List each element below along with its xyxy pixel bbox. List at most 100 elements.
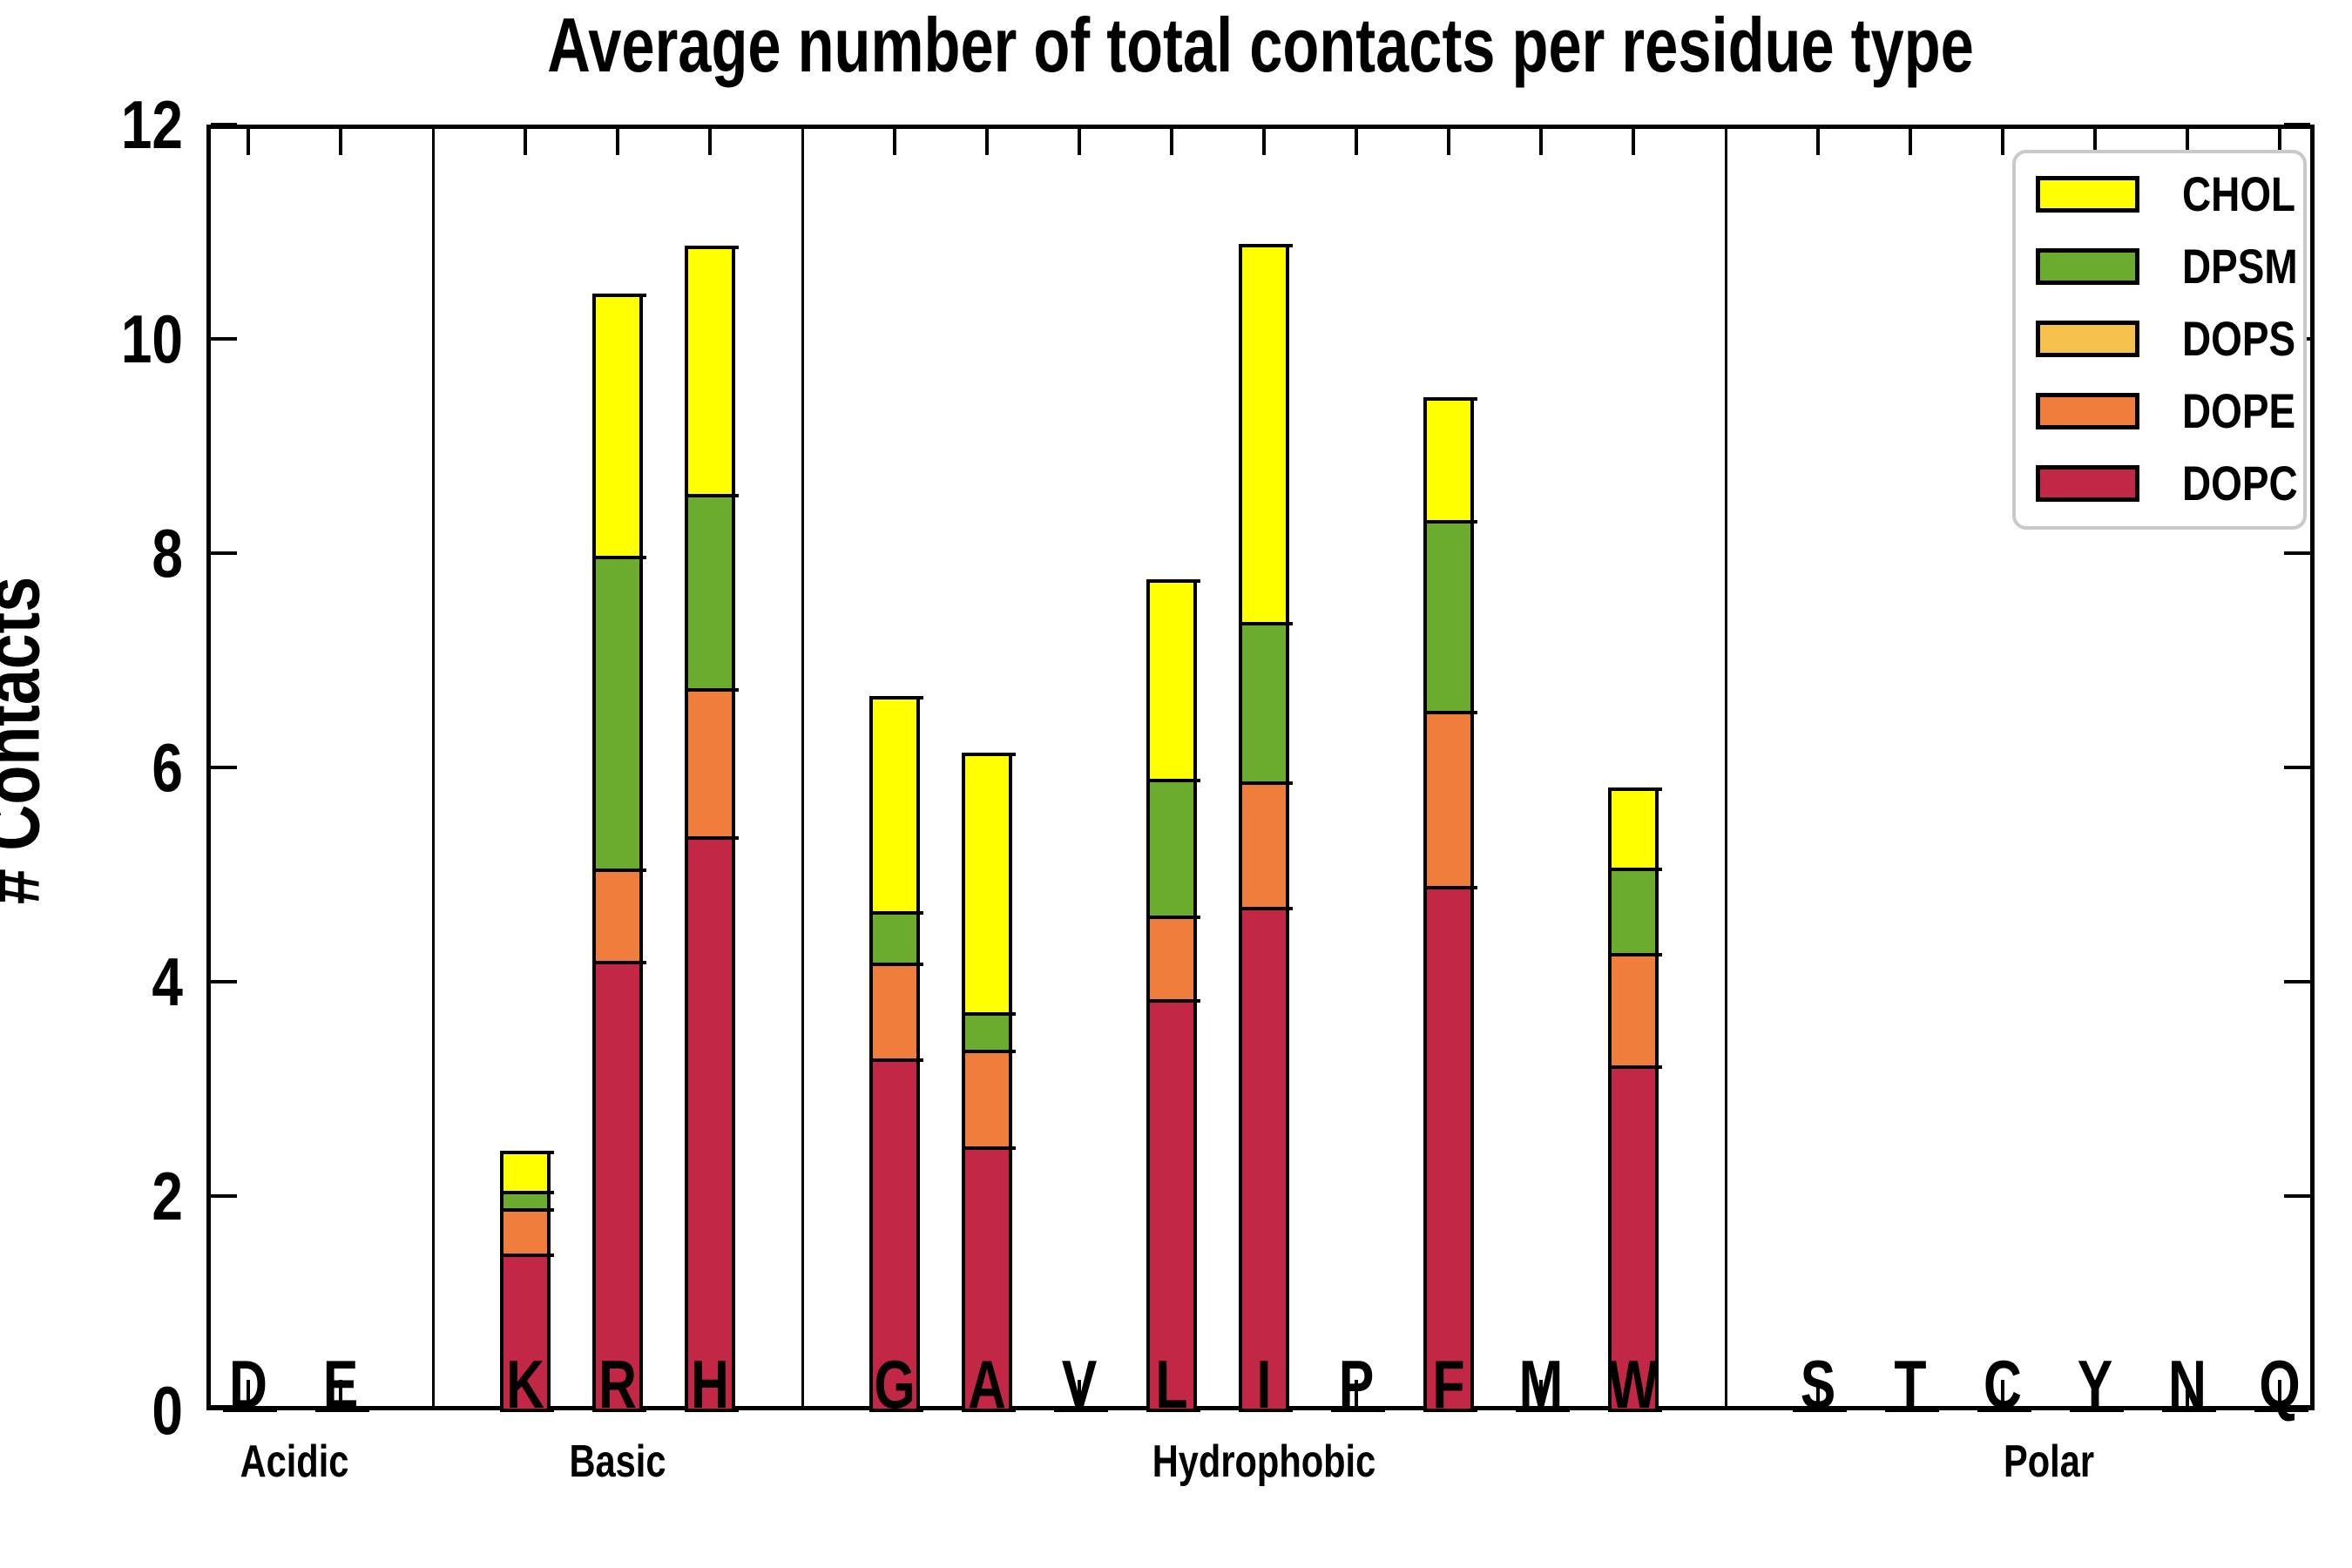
- x-tick-label: Q: [2259, 1346, 2301, 1423]
- dops-swatch: [2036, 321, 2139, 357]
- y-tick-label: 10: [120, 301, 183, 377]
- bar-edge-right: [1286, 244, 1289, 1412]
- x-tick-top: [1632, 129, 1635, 155]
- bar-boundary: [1608, 1409, 1662, 1412]
- bar-boundary: [1146, 999, 1200, 1004]
- x-tick-label: W: [1608, 1346, 1659, 1423]
- bar-edge-right: [916, 696, 920, 1412]
- bar-boundary: [962, 1146, 1016, 1150]
- bar-edge-left: [1423, 396, 1427, 1412]
- y-axis-label: # Contacts: [0, 576, 57, 904]
- x-tick-top: [339, 129, 342, 155]
- bar-boundary: [1608, 787, 1662, 791]
- y-tick-label: 0: [152, 1372, 183, 1449]
- dopc-swatch: [2036, 465, 2139, 502]
- x-tick-bottom: [1539, 1380, 1543, 1406]
- bar-boundary: [1423, 885, 1477, 889]
- bar-boundary: [1239, 244, 1293, 247]
- bar-segment-dope: [963, 1051, 1010, 1148]
- x-tick-top: [1262, 129, 1266, 155]
- y-tick-left: [211, 766, 237, 769]
- bar-boundary: [1423, 711, 1477, 715]
- bar-edge-left: [500, 1150, 504, 1412]
- y-tick-label: 6: [152, 729, 183, 806]
- bar-segment-dopc: [1610, 1067, 1657, 1410]
- bar-edge-right: [1655, 787, 1659, 1412]
- x-tick-bottom: [1816, 1380, 1820, 1406]
- bar-boundary: [1331, 1409, 1385, 1412]
- bar-segment-dopc: [502, 1254, 549, 1410]
- bar-edge-left: [1239, 244, 1242, 1412]
- legend-entry: DOPE: [2036, 387, 2295, 436]
- x-tick-top: [1355, 129, 1358, 155]
- bar-segment-chol: [871, 698, 918, 914]
- bar-edge-left: [592, 293, 596, 1412]
- x-tick-label: G: [874, 1346, 916, 1423]
- bar-segment-dopc: [871, 1059, 918, 1410]
- bar-boundary: [962, 1409, 1016, 1412]
- x-tick-top: [616, 129, 619, 155]
- group-separator-line: [1724, 125, 1727, 1410]
- bar-boundary: [1239, 1409, 1293, 1412]
- bar-boundary: [1608, 1065, 1662, 1070]
- x-tick-top: [2186, 129, 2189, 155]
- x-tick-label: N: [2168, 1346, 2207, 1423]
- x-tick-top: [524, 129, 527, 155]
- x-tick-top: [2278, 129, 2281, 155]
- x-tick-label: H: [691, 1346, 729, 1423]
- x-tick-top: [893, 129, 896, 155]
- x-tick-bottom: [2001, 1380, 2004, 1406]
- bar-segment-dope: [1148, 917, 1195, 1002]
- bar-boundary: [1608, 867, 1662, 871]
- bar-boundary: [592, 960, 646, 964]
- x-tick-top: [1170, 129, 1173, 155]
- bar-segment-dpsm: [1240, 624, 1288, 784]
- y-tick-left: [211, 1194, 237, 1198]
- x-tick-top: [2093, 129, 2097, 155]
- bar-boundary: [1054, 1409, 1108, 1412]
- bar-boundary: [1239, 781, 1293, 786]
- legend-entry: CHOL: [2036, 170, 2295, 219]
- bar-segment-dope: [871, 964, 918, 1060]
- x-tick-top: [1539, 129, 1543, 155]
- bar-segment-dopc: [1240, 909, 1288, 1410]
- bar-boundary: [1423, 396, 1477, 401]
- x-tick-label: C: [1984, 1346, 2022, 1423]
- bar-edge-right: [1193, 578, 1197, 1412]
- x-tick-bottom: [1355, 1380, 1358, 1406]
- x-tick-top: [1078, 129, 1081, 155]
- x-tick-label: I: [1256, 1346, 1272, 1423]
- group-separator-line: [801, 125, 804, 1410]
- bar-boundary: [223, 1409, 277, 1412]
- x-tick-top: [1816, 129, 1820, 155]
- bar-segment-dope: [502, 1210, 549, 1255]
- x-tick-top: [1909, 129, 1912, 155]
- y-tick-right: [2284, 1405, 2310, 1409]
- dope-swatch: [2036, 393, 2139, 429]
- x-tick-label: E: [322, 1346, 359, 1423]
- x-tick-top: [708, 129, 712, 155]
- bar-segment-dope: [1610, 955, 1657, 1068]
- dpsm-swatch: [2036, 248, 2139, 285]
- y-tick-left: [211, 123, 237, 126]
- x-tick-label: S: [1800, 1346, 1836, 1423]
- y-tick-right: [2284, 766, 2310, 769]
- bar-boundary: [1885, 1409, 1939, 1412]
- y-tick-label: 8: [152, 515, 183, 591]
- bar-segment-chol: [502, 1152, 549, 1193]
- bar-edge-left: [685, 246, 688, 1412]
- chart-title: Average number of total contacts per res…: [547, 2, 1974, 88]
- x-tick-label: A: [968, 1346, 1006, 1423]
- bar-edge-left: [869, 696, 873, 1412]
- bar-boundary: [1146, 916, 1200, 920]
- bar-boundary: [1146, 1409, 1200, 1412]
- y-tick-label: 4: [152, 943, 183, 1020]
- y-tick-right: [2284, 1194, 2310, 1198]
- bar-boundary: [1977, 1409, 2031, 1412]
- legend-label: CHOL: [2182, 166, 2296, 221]
- bar-edge-right: [547, 1150, 551, 1412]
- bar-segment-dopc: [1425, 887, 1472, 1410]
- x-tick-label: D: [229, 1346, 267, 1423]
- x-tick-top: [2001, 129, 2004, 155]
